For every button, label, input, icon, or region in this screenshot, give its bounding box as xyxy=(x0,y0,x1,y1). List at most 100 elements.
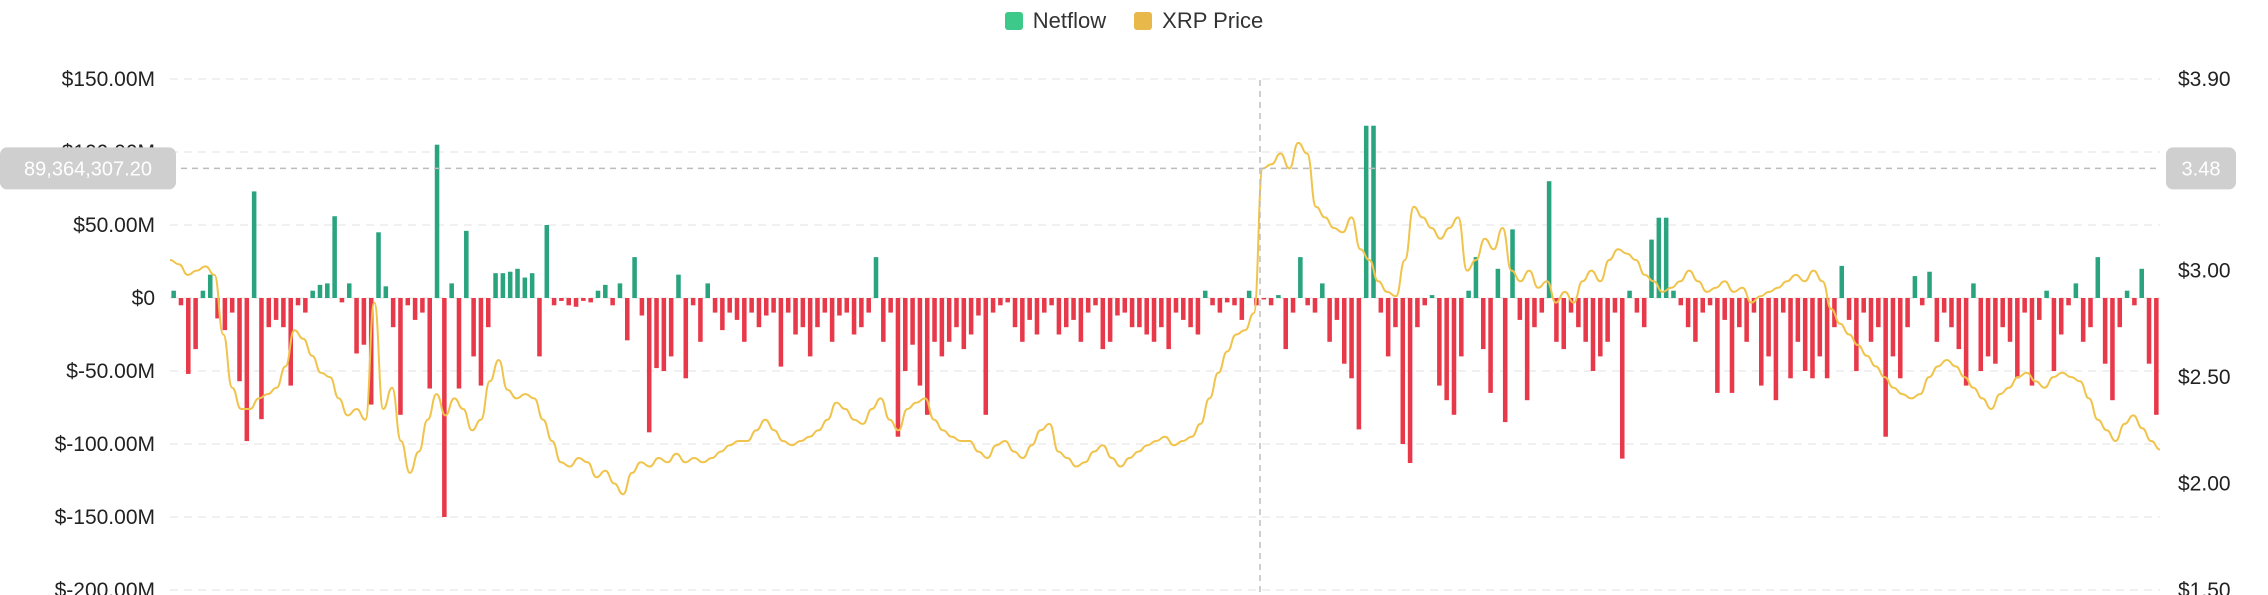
netflow-bar[interactable] xyxy=(1744,298,1749,342)
netflow-bar[interactable] xyxy=(924,298,930,415)
netflow-bar[interactable] xyxy=(1181,298,1186,320)
netflow-bar[interactable] xyxy=(668,298,674,357)
netflow-bar[interactable] xyxy=(1619,298,1625,459)
netflow-bar[interactable] xyxy=(1063,298,1069,328)
netflow-bar[interactable] xyxy=(1378,298,1384,313)
netflow-bar[interactable] xyxy=(866,298,871,313)
netflow-bar[interactable] xyxy=(500,273,506,298)
netflow-bar[interactable] xyxy=(2088,298,2093,328)
netflow-bar[interactable] xyxy=(1612,298,1618,313)
netflow-bar[interactable] xyxy=(1400,298,1406,444)
netflow-bar[interactable] xyxy=(895,298,901,437)
netflow-bar[interactable] xyxy=(1049,298,1054,306)
netflow-bar[interactable] xyxy=(522,277,528,298)
netflow-bar[interactable] xyxy=(2117,298,2123,328)
netflow-bar[interactable] xyxy=(1693,298,1698,342)
netflow-bar[interactable] xyxy=(186,298,191,374)
netflow-bar[interactable] xyxy=(1598,298,1603,357)
netflow-bar[interactable] xyxy=(1722,298,1727,320)
netflow-bar[interactable] xyxy=(771,298,776,313)
netflow-bar[interactable] xyxy=(646,298,652,433)
netflow-bar[interactable] xyxy=(1854,298,1859,371)
netflow-bar[interactable] xyxy=(1934,298,1940,342)
netflow-bar[interactable] xyxy=(968,298,974,335)
netflow-bar[interactable] xyxy=(749,298,754,313)
netflow-bar[interactable] xyxy=(1232,298,1237,306)
netflow-bar[interactable] xyxy=(1671,290,1676,298)
netflow-bar[interactable] xyxy=(1356,298,1362,430)
netflow-bar[interactable] xyxy=(1459,298,1464,357)
netflow-bar[interactable] xyxy=(764,298,769,316)
netflow-bar[interactable] xyxy=(1949,298,1954,328)
netflow-bar[interactable] xyxy=(1473,257,1479,298)
netflow-bar[interactable] xyxy=(1773,298,1779,401)
netflow-bar[interactable] xyxy=(976,298,981,316)
netflow-bar[interactable] xyxy=(1876,298,1881,328)
netflow-bar[interactable] xyxy=(1737,298,1742,328)
netflow-bar[interactable] xyxy=(603,284,608,298)
netflow-bar[interactable] xyxy=(2154,298,2159,415)
netflow-bar[interactable] xyxy=(2080,298,2086,342)
netflow-bar[interactable] xyxy=(2029,298,2035,386)
netflow-bar[interactable] xyxy=(1144,298,1149,335)
netflow-bar[interactable] xyxy=(1868,298,1874,342)
netflow-bar[interactable] xyxy=(1985,298,1991,357)
netflow-bar[interactable] xyxy=(1649,239,1654,298)
netflow-bar[interactable] xyxy=(2022,298,2027,313)
netflow-bar[interactable] xyxy=(1502,298,1508,423)
netflow-bar[interactable] xyxy=(1100,298,1106,350)
netflow-bar[interactable] xyxy=(1012,298,1018,328)
netflow-bar[interactable] xyxy=(281,298,286,328)
netflow-bar[interactable] xyxy=(1371,125,1376,298)
netflow-bar[interactable] xyxy=(756,298,762,328)
netflow-bar[interactable] xyxy=(888,298,893,313)
netflow-bar[interactable] xyxy=(383,286,389,298)
netflow-bar[interactable] xyxy=(859,298,864,328)
netflow-bar[interactable] xyxy=(683,298,689,379)
netflow-bar[interactable] xyxy=(449,283,454,298)
netflow-bar[interactable] xyxy=(720,298,725,331)
netflow-bar[interactable] xyxy=(983,298,989,415)
netflow-bar[interactable] xyxy=(1115,298,1120,316)
netflow-bar[interactable] xyxy=(1005,298,1010,303)
netflow-bar[interactable] xyxy=(793,298,798,335)
netflow-bar[interactable] xyxy=(259,298,264,420)
netflow-bar[interactable] xyxy=(1766,298,1771,357)
netflow-bar[interactable] xyxy=(1071,298,1076,320)
netflow-bar[interactable] xyxy=(493,273,498,298)
netflow-bar[interactable] xyxy=(1166,298,1171,350)
netflow-bar[interactable] xyxy=(881,298,886,342)
netflow-bar[interactable] xyxy=(1605,298,1610,342)
netflow-bar[interactable] xyxy=(785,298,791,313)
netflow-bar[interactable] xyxy=(551,298,557,306)
netflow-bar[interactable] xyxy=(544,225,550,298)
netflow-bar[interactable] xyxy=(1568,298,1574,313)
netflow-bar[interactable] xyxy=(244,298,250,442)
netflow-bar[interactable] xyxy=(705,283,711,298)
netflow-bar[interactable] xyxy=(1195,298,1201,335)
netflow-bar[interactable] xyxy=(1861,298,1866,313)
netflow-bar[interactable] xyxy=(595,290,601,298)
netflow-bar[interactable] xyxy=(2095,257,2101,298)
netflow-bar[interactable] xyxy=(1437,298,1442,386)
netflow-bar[interactable] xyxy=(800,298,806,328)
netflow-bar[interactable] xyxy=(1393,298,1398,328)
netflow-bar[interactable] xyxy=(529,273,535,298)
netflow-bar[interactable] xyxy=(1802,298,1808,371)
netflow-bar[interactable] xyxy=(251,191,257,298)
netflow-bar[interactable] xyxy=(427,298,432,389)
netflow-bar[interactable] xyxy=(1729,298,1735,393)
netflow-bar[interactable] xyxy=(1093,298,1098,306)
netflow-bar[interactable] xyxy=(229,298,235,313)
netflow-bar[interactable] xyxy=(829,298,835,342)
netflow-bar[interactable] xyxy=(1919,298,1925,306)
netflow-bar[interactable] xyxy=(632,257,637,298)
netflow-bar[interactable] xyxy=(1268,298,1274,306)
netflow-bar[interactable] xyxy=(2007,298,2013,342)
netflow-bar[interactable] xyxy=(1159,298,1164,328)
netflow-bar[interactable] xyxy=(303,298,308,313)
netflow-bar[interactable] xyxy=(1780,298,1786,313)
netflow-bar[interactable] xyxy=(998,298,1003,306)
netflow-bar[interactable] xyxy=(910,298,915,345)
netflow-bar[interactable] xyxy=(1261,298,1267,300)
